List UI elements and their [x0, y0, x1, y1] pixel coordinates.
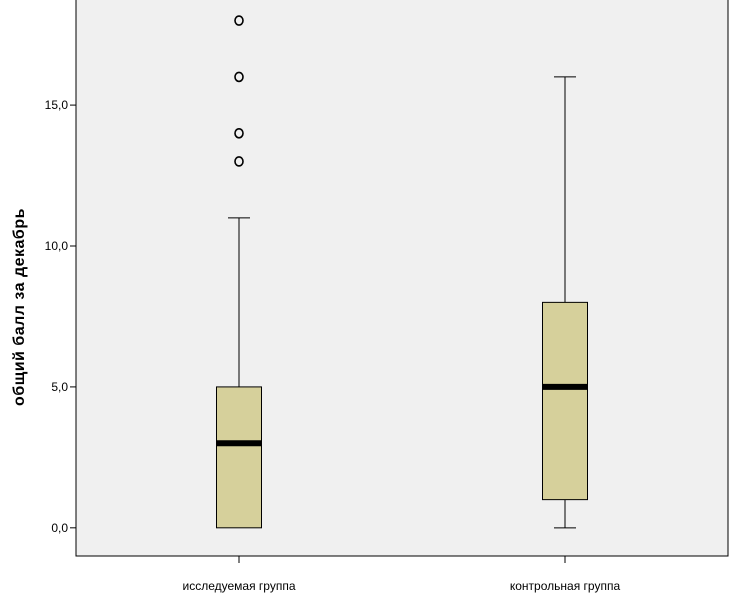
- y-tick-label: 0,0: [51, 521, 68, 535]
- x-category-label: исследуемая группа: [183, 579, 296, 593]
- y-axis: 0,0 5,0 10,0 15,0: [45, 98, 76, 535]
- y-axis-title: общий балл за декабрь: [11, 208, 28, 406]
- boxes-layer: [216, 15, 588, 529]
- y-tick-label: 15,0: [45, 98, 69, 112]
- outlier-point: [234, 71, 244, 83]
- box-group: [542, 76, 588, 529]
- y-tick-label: 5,0: [51, 380, 68, 394]
- y-tick-label: 10,0: [45, 239, 69, 253]
- box-iqr: [542, 301, 588, 501]
- outlier-point: [234, 156, 244, 167]
- x-axis: исследуемая группа контрольная группа: [183, 556, 621, 593]
- outlier-point: [234, 127, 244, 139]
- box-group: [216, 15, 262, 529]
- x-category-label: контрольная группа: [510, 579, 621, 593]
- box-iqr: [216, 386, 262, 529]
- plot-area: [75, 0, 729, 557]
- outlier-point: [234, 15, 244, 26]
